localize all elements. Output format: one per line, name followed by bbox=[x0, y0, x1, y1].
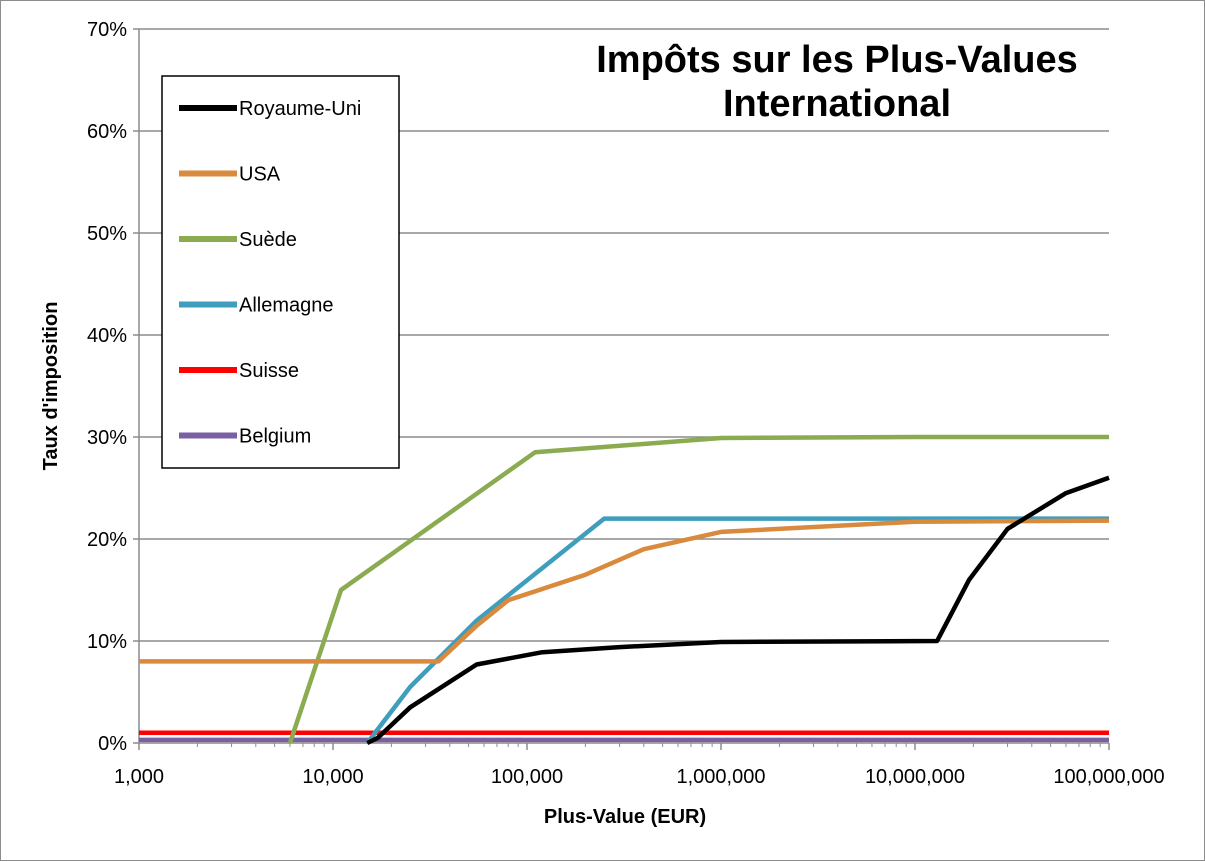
x-tick-label: 1,000 bbox=[114, 766, 164, 788]
y-tick-label: 60% bbox=[87, 121, 127, 143]
legend-label-usa: USA bbox=[239, 164, 281, 186]
legend-label-royaume-uni: Royaume-Uni bbox=[239, 98, 361, 120]
legend-label-belgium: Belgium bbox=[239, 426, 311, 448]
chart-title-line: Impôts sur les Plus-Values bbox=[596, 39, 1078, 81]
y-tick-labels: 0% 10% 20% 30% 40% 50% 60% 70% bbox=[87, 19, 127, 755]
chart-title-line: International bbox=[723, 83, 951, 125]
x-tick-label: 10,000 bbox=[302, 766, 363, 788]
series-line-usa bbox=[139, 518, 1110, 664]
series-lines bbox=[139, 434, 1110, 746]
series-line-royaume-uni bbox=[366, 475, 1110, 746]
x-tick-label: 10,000,000 bbox=[865, 766, 965, 788]
x-tick-labels: 1,000 10,000 100,000 1,000,000 10,000,000 100… bbox=[114, 766, 1165, 788]
x-tick-label: 1,000,000 bbox=[677, 766, 766, 788]
legend-label-suisse: Suisse bbox=[239, 360, 299, 382]
series-line-allemagne bbox=[365, 516, 1109, 745]
legend-label-allemagne: Allemagne bbox=[239, 295, 334, 317]
y-tick-label: 10% bbox=[87, 631, 127, 653]
y-tick-label: 50% bbox=[87, 223, 127, 245]
y-tick-label: 20% bbox=[87, 529, 127, 551]
x-tick-label: 100,000,000 bbox=[1053, 766, 1164, 788]
legend-label-suede: Suède bbox=[239, 229, 297, 251]
y-tick-label: 70% bbox=[87, 19, 127, 41]
series-line-suede bbox=[287, 434, 1109, 744]
y-axis-title: Taux d'imposition bbox=[40, 302, 62, 471]
x-tick-label: 100,000 bbox=[491, 766, 563, 788]
x-axis-title: Plus-Value (EUR) bbox=[544, 806, 706, 828]
y-tick-label: 30% bbox=[87, 427, 127, 449]
legend-box bbox=[161, 75, 400, 469]
axes bbox=[133, 28, 1110, 750]
legend: Royaume-Uni USA Suède Allemagne Suisse Belgiu… bbox=[161, 75, 400, 469]
y-tick-label: 40% bbox=[87, 325, 127, 347]
y-tick-label: 0% bbox=[98, 733, 127, 755]
